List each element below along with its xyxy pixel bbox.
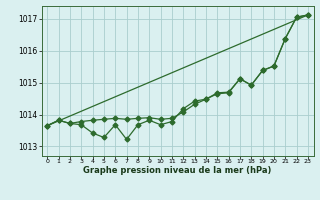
X-axis label: Graphe pression niveau de la mer (hPa): Graphe pression niveau de la mer (hPa) xyxy=(84,166,272,175)
